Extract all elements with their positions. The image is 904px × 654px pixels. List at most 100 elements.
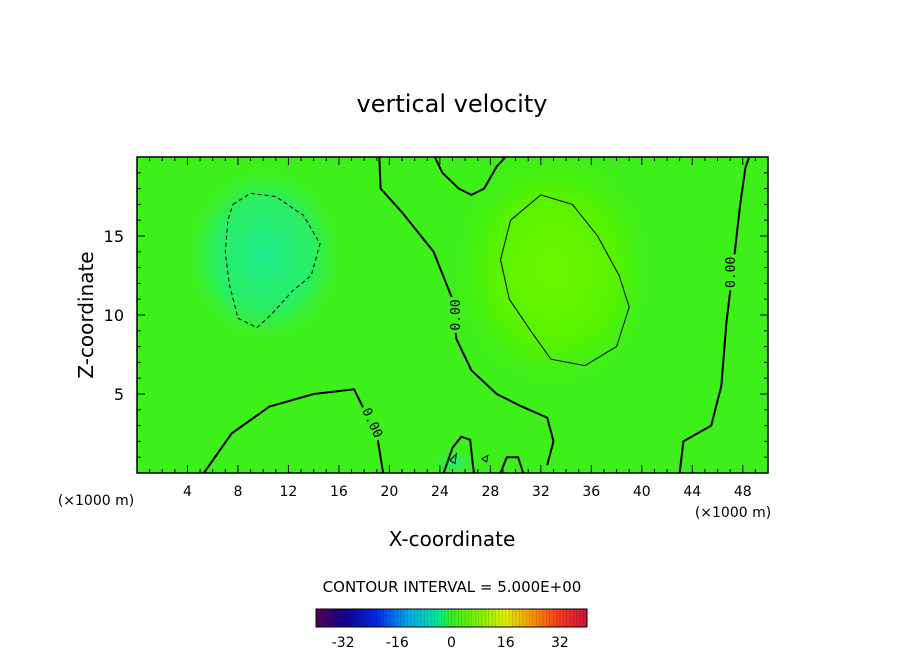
colorbar-swatch bbox=[414, 609, 418, 627]
y-tick-label: 10 bbox=[104, 306, 124, 325]
colorbar-swatch bbox=[353, 609, 357, 627]
colorbar-swatch bbox=[580, 609, 584, 627]
colorbar-swatch bbox=[421, 609, 425, 627]
colorbar-swatch bbox=[400, 609, 405, 627]
field-shading bbox=[179, 157, 658, 473]
contour-line bbox=[678, 157, 751, 473]
x-tick-label: 16 bbox=[330, 484, 348, 500]
colorbar-swatch bbox=[417, 609, 422, 627]
colorbar-swatch bbox=[390, 609, 395, 627]
x-tick-label: 4 bbox=[183, 484, 192, 500]
colorbar-swatch bbox=[366, 609, 371, 627]
colorbar-swatch bbox=[360, 609, 364, 627]
x-tick-label: 24 bbox=[431, 484, 449, 500]
colorbar bbox=[315, 608, 588, 628]
y-axis-label: Z-coordinate bbox=[74, 251, 98, 378]
colorbar-swatch bbox=[465, 609, 469, 627]
colorbar-swatch bbox=[316, 609, 320, 627]
contour-line bbox=[433, 157, 507, 197]
y-tick-labels: 5 10 15 bbox=[104, 227, 124, 404]
colorbar-swatch bbox=[573, 609, 578, 627]
colorbar-swatch bbox=[376, 609, 381, 627]
colorbar-swatch bbox=[546, 609, 551, 627]
colorbar-swatch bbox=[478, 609, 483, 627]
colorbar-swatch bbox=[505, 609, 510, 627]
colorbar-swatch bbox=[515, 609, 520, 627]
x-tick-label: 44 bbox=[683, 484, 701, 500]
contour-line bbox=[481, 454, 489, 463]
colorbar-swatch bbox=[529, 609, 534, 627]
colorbar-swatch bbox=[322, 609, 327, 627]
colorbar-swatch bbox=[383, 609, 388, 627]
contour-labels: 0.000.000.00 bbox=[358, 254, 739, 442]
colorbar-swatch bbox=[349, 609, 354, 627]
x-unit-left: (×1000 m) bbox=[58, 493, 134, 509]
colorbar-swatch bbox=[407, 609, 412, 627]
contour-line bbox=[378, 157, 555, 466]
x-tick-label: 40 bbox=[633, 484, 651, 500]
colorbar-tick-labels: -32 -16 0 16 32 bbox=[332, 635, 569, 651]
colorbar-swatch bbox=[492, 609, 496, 627]
colorbar-swatch bbox=[559, 609, 564, 627]
axis-ticks bbox=[137, 157, 768, 473]
colorbar-swatch bbox=[329, 609, 334, 627]
x-tick-label: 48 bbox=[734, 484, 752, 500]
colorbar-swatch bbox=[563, 609, 567, 627]
colorbar-swatch bbox=[468, 609, 473, 627]
colorbar-swatch bbox=[346, 609, 351, 627]
colorbar-swatch bbox=[370, 609, 374, 627]
colorbar-swatch bbox=[583, 609, 588, 627]
x-axis-label: X-coordinate bbox=[389, 527, 516, 551]
colorbar-swatch bbox=[532, 609, 537, 627]
colorbar-swatch bbox=[404, 609, 408, 627]
colorbar-swatch bbox=[343, 609, 347, 627]
colorbar-swatch bbox=[319, 609, 324, 627]
colorbar-swatch bbox=[451, 609, 456, 627]
colorbar-swatch bbox=[437, 609, 442, 627]
colorbar-swatch bbox=[471, 609, 476, 627]
colorbar-swatch bbox=[522, 609, 527, 627]
y-tick-label: 15 bbox=[104, 227, 124, 246]
contour-line bbox=[449, 452, 457, 465]
contour-label-bg bbox=[359, 403, 387, 442]
contour-label-bg bbox=[723, 254, 738, 291]
colorbar-swatch bbox=[570, 609, 574, 627]
x-tick-label: 8 bbox=[233, 484, 242, 500]
colorbar-swatch bbox=[393, 609, 398, 627]
colorbar-swatch bbox=[542, 609, 547, 627]
colorbar-swatch bbox=[380, 609, 385, 627]
contour-line bbox=[499, 456, 525, 473]
colorbar-swatch bbox=[373, 609, 378, 627]
colorbar-swatch bbox=[434, 609, 439, 627]
colorbar-swatch bbox=[576, 609, 581, 627]
chart-title: vertical velocity bbox=[357, 90, 548, 118]
contour-line bbox=[499, 194, 630, 367]
colorbar-swatch bbox=[336, 609, 341, 627]
y-tick-label: 5 bbox=[114, 385, 124, 404]
colorbar-swatch bbox=[502, 609, 506, 627]
colorbar-swatch bbox=[427, 609, 432, 627]
colorbar-swatch bbox=[566, 609, 571, 627]
colorbar-swatch bbox=[356, 609, 361, 627]
colorbar-swatch bbox=[441, 609, 446, 627]
contour-label-bg bbox=[448, 297, 463, 333]
x-tick-label: 36 bbox=[582, 484, 600, 500]
contour-line bbox=[442, 435, 475, 473]
x-tick-label: 20 bbox=[380, 484, 398, 500]
small-negative-shade bbox=[427, 446, 483, 473]
x-tick-label: 12 bbox=[280, 484, 298, 500]
colorbar-swatch bbox=[553, 609, 557, 627]
colorbar-swatch bbox=[444, 609, 449, 627]
x-unit-right: (×1000 m) bbox=[695, 505, 771, 521]
colorbar-swatch bbox=[410, 609, 415, 627]
colorbar-swatch bbox=[339, 609, 344, 627]
colorbar-swatch bbox=[387, 609, 391, 627]
plot-area: 0.000.000.00 bbox=[136, 156, 769, 474]
colorbar-tick-label: -32 bbox=[332, 635, 355, 651]
colorbar-swatch bbox=[424, 609, 429, 627]
colorbar-frame bbox=[315, 608, 588, 628]
contour-lines bbox=[203, 157, 751, 473]
colorbar-swatch bbox=[363, 609, 368, 627]
colorbar-swatch bbox=[556, 609, 561, 627]
